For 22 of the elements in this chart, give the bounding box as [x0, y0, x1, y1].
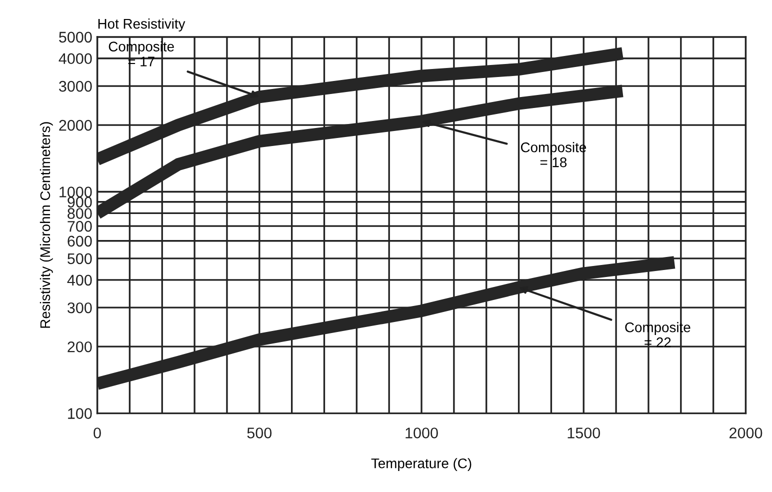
y-tick-label: 100 — [68, 408, 92, 419]
y-tick-label: 4000 — [58, 53, 92, 64]
y-tick-label: 400 — [67, 274, 92, 286]
x-tick-label: 500 — [247, 428, 272, 438]
x-axis-title: Temperature (C) — [371, 458, 472, 472]
y-tick-label: 1000 — [60, 186, 92, 198]
y-tick-label: 3000 — [59, 80, 92, 92]
y-tick-label: 200 — [68, 341, 92, 352]
y-tick-label: 5000 — [59, 32, 92, 43]
x-tick-label: 1000 — [406, 428, 438, 438]
y-tick-label: 700 — [68, 220, 92, 232]
y-tick-label: 800 — [68, 208, 92, 219]
y-tick-label: 600 — [68, 236, 92, 247]
x-tick-label: 0 — [94, 428, 101, 438]
x-tick-label: 2000 — [730, 428, 762, 438]
y-tick-label: 300 — [68, 302, 92, 314]
chart-title: Hot Resistivity — [98, 18, 186, 32]
y-tick-label: 500 — [68, 253, 92, 264]
y-axis-title: Resistivity (Microhm Centimeters) — [40, 122, 53, 328]
y-tick-label: 2000 — [59, 120, 92, 131]
y-tick-label: 900 — [68, 196, 92, 208]
x-tick-label: 1500 — [568, 428, 600, 438]
